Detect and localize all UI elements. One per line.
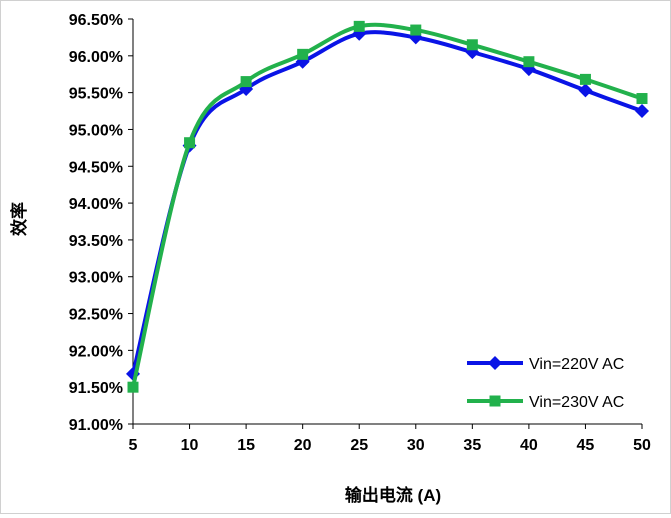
- y-tick-label: 94.50%: [69, 159, 123, 176]
- x-tick-label: 5: [129, 437, 138, 454]
- x-tick-label: 50: [633, 437, 651, 454]
- data-point: [578, 83, 593, 98]
- series-1: [126, 26, 649, 381]
- legend-item-2: Vin=230V AC: [467, 394, 624, 411]
- y-tick-label: 96.00%: [69, 49, 123, 66]
- series-line: [131, 30, 643, 375]
- y-tick-label: 91.00%: [69, 417, 123, 434]
- data-point: [127, 381, 139, 393]
- axes: [132, 19, 642, 425]
- x-tick-label: 20: [294, 437, 312, 454]
- data-point: [466, 39, 478, 51]
- x-tick-label: 15: [237, 437, 255, 454]
- data-point: [240, 76, 252, 88]
- data-point: [579, 73, 591, 85]
- x-tick-label: 30: [407, 437, 425, 454]
- y-tick-label: 91.50%: [69, 380, 123, 397]
- data-point: [353, 20, 365, 32]
- data-point: [184, 137, 196, 149]
- x-tick-label: 10: [181, 437, 199, 454]
- data-point: [636, 93, 648, 105]
- series-group: [126, 20, 649, 393]
- legend-label: Vin=220V AC: [529, 356, 624, 373]
- data-point: [635, 104, 649, 119]
- y-ticks: 96.50% 96.00% 95.50% 95.00% 94.50% 94.00% 93.5…: [69, 12, 133, 434]
- data-point: [297, 48, 309, 60]
- series-line: [131, 22, 643, 388]
- y-tick-label: 92.50%: [69, 307, 123, 324]
- y-tick-label: 94.00%: [69, 196, 123, 213]
- y-tick-label: 95.50%: [69, 86, 123, 103]
- legend-marker: [488, 356, 502, 370]
- x-axis-label: 输出电流 (A): [345, 485, 441, 505]
- x-tick-label: 25: [350, 437, 368, 454]
- y-tick-label: 93.00%: [69, 270, 123, 287]
- legend-item-1: Vin=220V AC: [467, 356, 624, 373]
- y-tick-label: 93.50%: [69, 233, 123, 250]
- x-tick-label: 45: [577, 437, 595, 454]
- x-tick-label: 35: [463, 437, 481, 454]
- x-ticks: 5 10 15 20 25 30 35 40 45 50: [129, 424, 651, 454]
- legend-label: Vin=230V AC: [529, 394, 624, 411]
- legend-marker: [489, 395, 501, 407]
- x-tick-label: 40: [520, 437, 538, 454]
- y-axis-label: 效率: [9, 202, 29, 236]
- data-point: [410, 24, 422, 36]
- series-2: [127, 20, 648, 393]
- legend: Vin=220V AC Vin=230V AC: [467, 356, 624, 411]
- y-tick-label: 95.00%: [69, 122, 123, 139]
- y-tick-label: 92.00%: [69, 343, 123, 360]
- data-point: [523, 56, 535, 68]
- y-tick-label: 96.50%: [69, 12, 123, 29]
